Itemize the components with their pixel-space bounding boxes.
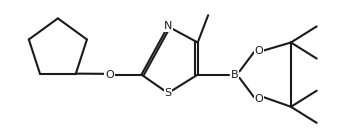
Text: B: B [231,70,238,80]
Text: O: O [255,94,263,104]
Text: S: S [164,88,172,98]
Text: N: N [164,21,172,31]
Text: O: O [105,70,114,80]
Text: O: O [255,46,263,55]
